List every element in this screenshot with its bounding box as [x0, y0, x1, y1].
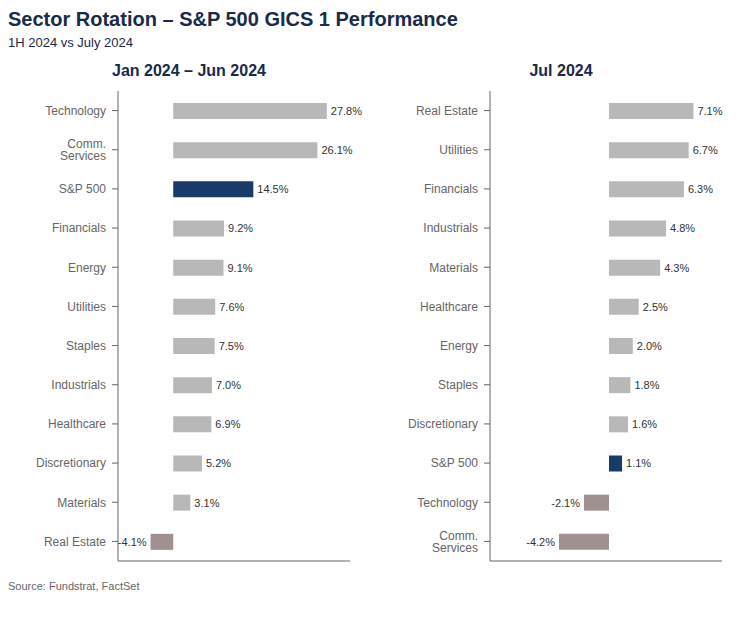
svg-text:2.0%: 2.0%	[637, 340, 662, 352]
svg-text:Energy: Energy	[68, 261, 106, 275]
html-text:Jan 2024 – Jun 2024: Jan 2024 – Jun 2024	[112, 62, 266, 79]
svg-text:2.5%: 2.5%	[643, 301, 668, 313]
svg-text:Real Estate: Real Estate	[44, 535, 106, 549]
svg-text:Industrials: Industrials	[423, 221, 478, 235]
svg-text:7.6%: 7.6%	[219, 301, 244, 313]
svg-text:S&P 500: S&P 500	[59, 182, 106, 196]
svg-text:3.1%: 3.1%	[194, 497, 219, 509]
svg-text:7.0%: 7.0%	[216, 379, 241, 391]
svg-text:26.1%: 26.1%	[321, 144, 352, 156]
svg-text:Technology: Technology	[417, 496, 478, 510]
svg-text:-4.2%: -4.2%	[526, 536, 555, 548]
svg-text:-4.1%: -4.1%	[118, 536, 147, 548]
svg-text:Healthcare: Healthcare	[420, 300, 478, 314]
svg-text:Financials: Financials	[424, 182, 478, 196]
svg-text:Healthcare: Healthcare	[48, 417, 106, 431]
svg-text:Staples: Staples	[66, 339, 106, 353]
html-text:Jul 2024: Jul 2024	[529, 62, 593, 79]
svg-text:Utilities: Utilities	[439, 143, 478, 157]
svg-text:1.1%: 1.1%	[626, 457, 651, 469]
svg-text:4.3%: 4.3%	[664, 262, 689, 274]
svg-text:6.3%: 6.3%	[688, 183, 713, 195]
svg-text:6.9%: 6.9%	[215, 418, 240, 430]
svg-text:Discretionary: Discretionary	[36, 456, 106, 470]
svg-text:7.5%: 7.5%	[219, 340, 244, 352]
html-text:Source: Fundstrat, FactSet: Source: Fundstrat, FactSet	[8, 580, 140, 592]
svg-text:1.8%: 1.8%	[634, 379, 659, 391]
svg-text:27.8%: 27.8%	[331, 105, 362, 117]
svg-text:Utilities: Utilities	[67, 300, 106, 314]
svg-text:Materials: Materials	[57, 496, 106, 510]
svg-text:Technology: Technology	[45, 104, 106, 118]
svg-text:9.2%: 9.2%	[228, 222, 253, 234]
svg-text:S&P 500: S&P 500	[431, 456, 478, 470]
html-text:1H 2024 vs July 2024: 1H 2024 vs July 2024	[8, 35, 133, 50]
svg-text:9.1%: 9.1%	[228, 262, 253, 274]
svg-text:Financials: Financials	[52, 221, 106, 235]
svg-text:Staples: Staples	[438, 378, 478, 392]
svg-text:6.7%: 6.7%	[693, 144, 718, 156]
svg-text:7.1%: 7.1%	[697, 105, 722, 117]
html-text:Sector Rotation – S&P 500 GICS: Sector Rotation – S&P 500 GICS 1 Perform…	[8, 8, 458, 30]
svg-text:4.8%: 4.8%	[670, 222, 695, 234]
svg-text:Real Estate: Real Estate	[416, 104, 478, 118]
svg-text:Energy: Energy	[440, 339, 478, 353]
svg-text:Industrials: Industrials	[51, 378, 106, 392]
svg-text:Discretionary: Discretionary	[408, 417, 478, 431]
svg-text:14.5%: 14.5%	[257, 183, 288, 195]
svg-text:1.6%: 1.6%	[632, 418, 657, 430]
svg-text:Comm.Services: Comm.Services	[60, 137, 106, 163]
svg-text:Comm.Services: Comm.Services	[432, 529, 478, 555]
svg-text:5.2%: 5.2%	[206, 457, 231, 469]
svg-text:-2.1%: -2.1%	[551, 497, 580, 509]
svg-text:Materials: Materials	[429, 261, 478, 275]
